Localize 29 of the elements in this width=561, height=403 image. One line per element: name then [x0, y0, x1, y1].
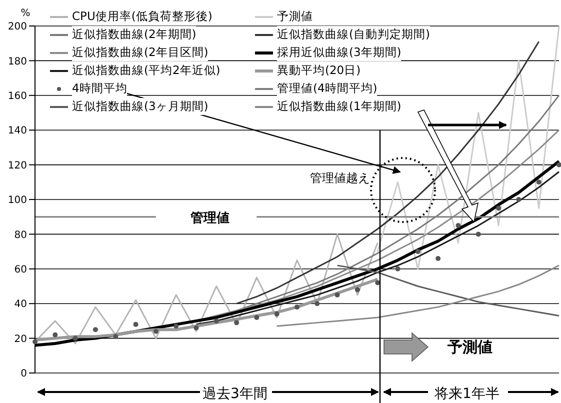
annotation: 予測値 [446, 338, 492, 356]
y-tick-label: 20 [14, 334, 27, 345]
legend-label: CPU使用率(低負荷整形後) [72, 8, 212, 25]
y-tick-label: 140 [8, 126, 27, 137]
y-tick-label: 40 [14, 299, 27, 310]
legend-label: 4時間平均 [72, 80, 128, 97]
annotation: 管理値 [190, 211, 230, 226]
y-tick-label: 100 [8, 195, 27, 206]
legend-label: 近似指数曲線(2年目区間) [72, 44, 208, 61]
y-tick-label: 0 [20, 368, 27, 380]
y-tick-label: 60 [14, 264, 27, 276]
legend-label: 採用近似曲線(3年期間) [277, 44, 402, 61]
text: 過去3年間 [202, 386, 268, 402]
annotation: 管理値越え [310, 171, 370, 185]
y-axis-title: % [20, 8, 30, 19]
legend-label: 管理値(4時間平均) [277, 80, 378, 97]
legend-label: 近似指数曲線(3ヶ月期間) [72, 98, 208, 115]
legend-label: 近似指数曲線(2年期間) [72, 26, 196, 43]
y-tick-label: 200 [8, 22, 27, 33]
y-tick-label: 160 [8, 90, 27, 102]
y-tick-label: 120 [8, 160, 27, 172]
legend-label: 近似指数曲線(1年期間) [277, 98, 402, 115]
legend-label: 近似指数曲線(平均2年近似) [72, 62, 220, 79]
text: 将来1年半 [434, 386, 500, 402]
y-tick-label: 180 [8, 56, 27, 68]
y-tick-label: 80 [14, 230, 27, 241]
legend-label: 異動平均(20日) [277, 62, 361, 79]
legend-label: 予測値 [277, 8, 313, 25]
legend-label: 近似指数曲線(自動判定期間) [277, 26, 430, 43]
